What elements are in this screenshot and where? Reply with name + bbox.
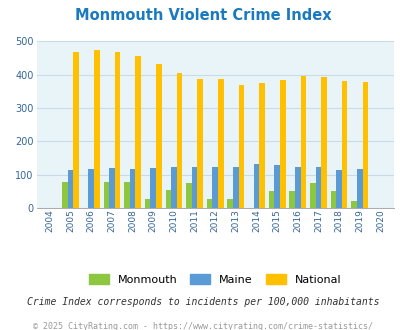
Bar	[109, 168, 115, 208]
Bar	[268, 191, 274, 208]
Bar	[68, 170, 73, 208]
Bar	[279, 80, 285, 208]
Bar	[341, 81, 347, 208]
Bar	[294, 167, 300, 208]
Bar	[217, 79, 223, 208]
Bar	[238, 85, 243, 208]
Bar	[186, 183, 191, 208]
Bar	[145, 199, 150, 208]
Bar	[253, 164, 259, 208]
Bar	[227, 199, 232, 208]
Bar	[115, 52, 120, 208]
Bar	[232, 167, 238, 208]
Bar	[62, 182, 68, 208]
Bar	[197, 79, 202, 208]
Bar	[176, 73, 182, 208]
Bar	[330, 191, 335, 208]
Bar	[206, 199, 212, 208]
Bar	[356, 169, 362, 208]
Bar	[300, 76, 305, 208]
Bar	[320, 77, 326, 208]
Bar	[171, 167, 176, 208]
Bar	[309, 183, 315, 208]
Bar	[124, 182, 130, 208]
Text: © 2025 CityRating.com - https://www.cityrating.com/crime-statistics/: © 2025 CityRating.com - https://www.city…	[33, 322, 372, 330]
Bar	[362, 82, 367, 208]
Bar	[315, 167, 320, 208]
Bar	[165, 189, 171, 208]
Bar	[103, 182, 109, 208]
Bar	[130, 169, 135, 208]
Bar	[335, 170, 341, 208]
Bar	[212, 167, 217, 208]
Bar	[135, 56, 141, 208]
Bar	[73, 51, 79, 208]
Bar	[289, 191, 294, 208]
Bar	[259, 82, 264, 208]
Bar	[150, 168, 156, 208]
Bar	[88, 169, 94, 208]
Bar	[350, 201, 356, 208]
Bar	[191, 167, 197, 208]
Text: Monmouth Violent Crime Index: Monmouth Violent Crime Index	[75, 8, 330, 23]
Bar	[274, 165, 279, 208]
Text: Crime Index corresponds to incidents per 100,000 inhabitants: Crime Index corresponds to incidents per…	[27, 297, 378, 307]
Bar	[94, 50, 99, 208]
Bar	[156, 64, 161, 208]
Legend: Monmouth, Maine, National: Monmouth, Maine, National	[84, 269, 345, 289]
